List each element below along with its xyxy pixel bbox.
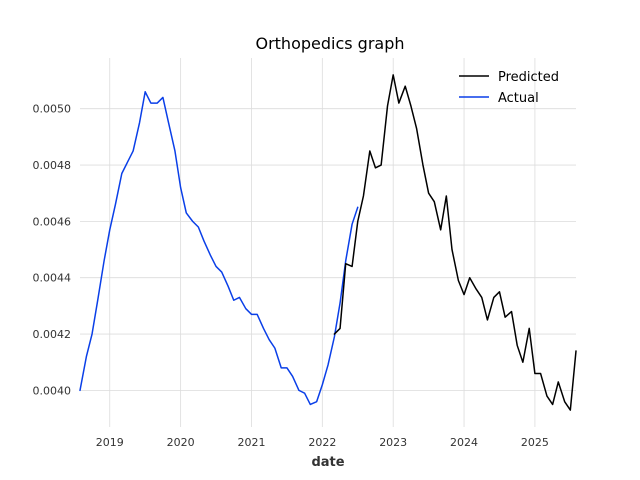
y-tick-label: 0.0042 — [33, 328, 72, 341]
x-tick-label: 2020 — [167, 436, 195, 449]
tick-layer: 2019 2020 2021 2022 2023 2024 2025 0.0040 0.0042… — [33, 103, 549, 449]
series-line-actual — [79, 91, 359, 406]
x-tick-label: 2023 — [379, 436, 407, 449]
y-tick-label: 0.0040 — [33, 384, 72, 397]
y-tick-label: 0.0048 — [33, 159, 72, 172]
x-tick-label: 2022 — [308, 436, 336, 449]
x-axis-label: date — [311, 455, 344, 470]
legend: Predicted Actual — [459, 70, 559, 106]
grid-layer — [80, 58, 576, 427]
series-layer — [79, 74, 577, 411]
x-tick-label: 2019 — [96, 436, 124, 449]
legend-label-predicted: Predicted — [498, 70, 559, 85]
x-tick-label: 2025 — [521, 436, 549, 449]
y-tick-label: 0.0044 — [33, 272, 72, 285]
chart-title: Orthopedics graph — [255, 34, 404, 53]
y-tick-label: 0.0050 — [33, 103, 72, 116]
series-line-predicted — [333, 74, 577, 411]
y-tick-label: 0.0046 — [33, 215, 72, 228]
x-tick-label: 2021 — [237, 436, 265, 449]
legend-label-actual: Actual — [498, 91, 539, 106]
x-tick-label: 2024 — [450, 436, 478, 449]
